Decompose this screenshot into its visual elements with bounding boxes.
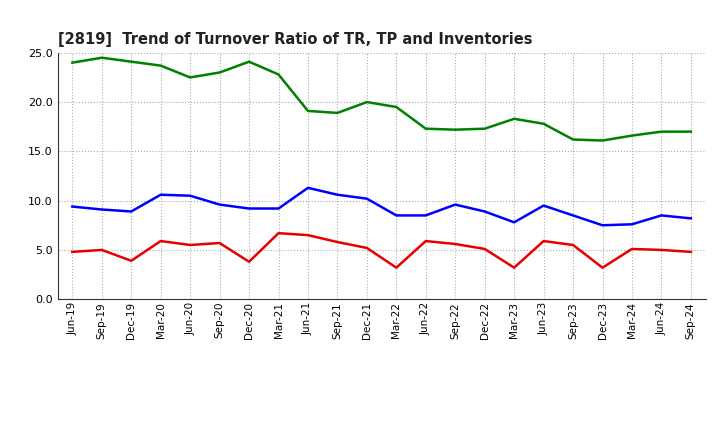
Trade Receivables: [245, 259, 253, 264]
Trade Receivables: [68, 249, 76, 254]
Inventories: [186, 75, 194, 80]
Inventories: [245, 59, 253, 64]
Trade Receivables: [687, 249, 696, 254]
Line: Trade Payables: Trade Payables: [72, 188, 691, 225]
Inventories: [569, 137, 577, 142]
Trade Receivables: [510, 265, 518, 270]
Trade Payables: [569, 213, 577, 218]
Trade Receivables: [274, 231, 283, 236]
Trade Receivables: [480, 246, 489, 252]
Trade Payables: [687, 216, 696, 221]
Inventories: [304, 108, 312, 114]
Inventories: [127, 59, 135, 64]
Inventories: [687, 129, 696, 134]
Inventories: [421, 126, 430, 131]
Inventories: [451, 127, 459, 132]
Inventories: [480, 126, 489, 131]
Trade Receivables: [598, 265, 607, 270]
Inventories: [274, 72, 283, 77]
Trade Receivables: [215, 240, 224, 246]
Trade Payables: [421, 213, 430, 218]
Trade Payables: [127, 209, 135, 214]
Trade Receivables: [127, 258, 135, 264]
Inventories: [363, 99, 372, 105]
Trade Payables: [539, 203, 548, 208]
Trade Receivables: [186, 242, 194, 248]
Inventories: [510, 116, 518, 121]
Trade Payables: [451, 202, 459, 207]
Trade Receivables: [333, 239, 342, 245]
Trade Payables: [480, 209, 489, 214]
Trade Payables: [274, 206, 283, 211]
Trade Payables: [392, 213, 400, 218]
Trade Receivables: [657, 247, 666, 253]
Line: Trade Receivables: Trade Receivables: [72, 233, 691, 268]
Trade Payables: [215, 202, 224, 207]
Trade Payables: [97, 207, 106, 212]
Trade Payables: [156, 192, 165, 198]
Inventories: [628, 133, 636, 138]
Trade Receivables: [421, 238, 430, 244]
Trade Payables: [68, 204, 76, 209]
Trade Payables: [333, 192, 342, 198]
Inventories: [657, 129, 666, 134]
Trade Receivables: [451, 242, 459, 247]
Trade Payables: [245, 206, 253, 211]
Inventories: [68, 60, 76, 65]
Trade Receivables: [628, 246, 636, 252]
Trade Receivables: [569, 242, 577, 248]
Trade Payables: [510, 220, 518, 225]
Trade Receivables: [304, 232, 312, 238]
Trade Receivables: [392, 265, 400, 270]
Inventories: [333, 110, 342, 116]
Line: Inventories: Inventories: [72, 58, 691, 140]
Inventories: [156, 63, 165, 68]
Trade Payables: [628, 222, 636, 227]
Trade Receivables: [363, 246, 372, 251]
Inventories: [392, 104, 400, 110]
Text: [2819]  Trend of Turnover Ratio of TR, TP and Inventories: [2819] Trend of Turnover Ratio of TR, TP…: [58, 33, 532, 48]
Trade Receivables: [539, 238, 548, 244]
Trade Payables: [186, 193, 194, 198]
Inventories: [215, 70, 224, 75]
Trade Receivables: [156, 238, 165, 244]
Trade Payables: [363, 196, 372, 202]
Inventories: [598, 138, 607, 143]
Trade Receivables: [97, 247, 106, 253]
Trade Payables: [304, 185, 312, 191]
Inventories: [539, 121, 548, 126]
Inventories: [97, 55, 106, 60]
Trade Payables: [598, 223, 607, 228]
Trade Payables: [657, 213, 666, 218]
